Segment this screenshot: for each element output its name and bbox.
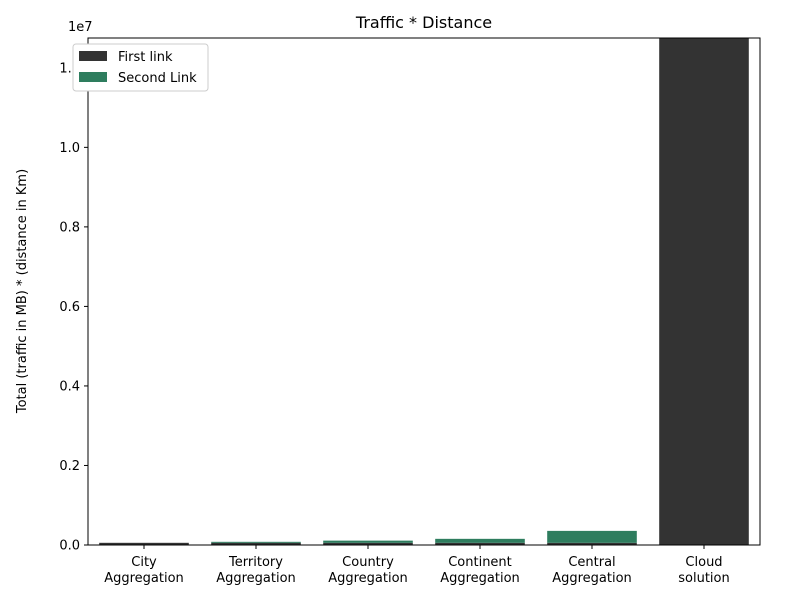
bar-first-link-1 [211, 542, 301, 545]
x-tick-label: City [131, 555, 157, 570]
y-axis-label: Total (traffic in MB) * (distance in Km) [15, 169, 30, 414]
bar-first-link-4 [547, 542, 637, 545]
y-tick-label: 0.4 [59, 379, 80, 394]
y-tick-label: 0.2 [59, 459, 80, 474]
bar-first-link-2 [323, 542, 413, 545]
bar-second-link-3 [435, 538, 525, 543]
x-tick-label: Cloud [685, 555, 722, 570]
bar-second-link-4 [547, 530, 637, 543]
legend-swatch [79, 51, 107, 61]
x-tick-label: Country [342, 555, 394, 570]
y-tick-label: 0.0 [59, 539, 80, 554]
bar-second-link-2 [323, 540, 413, 543]
chart-title: Traffic * Distance [355, 13, 492, 32]
x-tick-label: solution [678, 571, 729, 586]
x-tick-label: Central [568, 555, 615, 570]
legend-label: Second Link [118, 71, 197, 86]
bar-second-link-1 [211, 541, 301, 543]
plot-area: CityAggregationTerritoryAggregationCount… [59, 37, 761, 586]
x-tick-label: Aggregation [216, 571, 296, 586]
x-tick-label: Continent [448, 555, 512, 570]
bar-first-link-3 [435, 542, 525, 545]
y-tick-label: 1.0 [59, 141, 80, 156]
axes-frame [87, 37, 761, 546]
y-offset-label: 1e7 [68, 20, 93, 35]
x-tick-label: Aggregation [104, 571, 184, 586]
x-tick-label: Aggregation [440, 571, 520, 586]
bar-first-link-5 [659, 38, 749, 545]
bar-first-link-0 [99, 542, 189, 545]
legend-label: First link [118, 50, 173, 65]
legend: First link Second Link [72, 43, 209, 92]
legend-swatch [79, 72, 107, 82]
x-tick-label: Aggregation [328, 571, 408, 586]
y-tick-label: 0.8 [59, 220, 80, 235]
x-tick-label: Territory [228, 555, 283, 570]
x-tick-label: Aggregation [552, 571, 632, 586]
y-tick-label: 0.6 [59, 300, 80, 315]
